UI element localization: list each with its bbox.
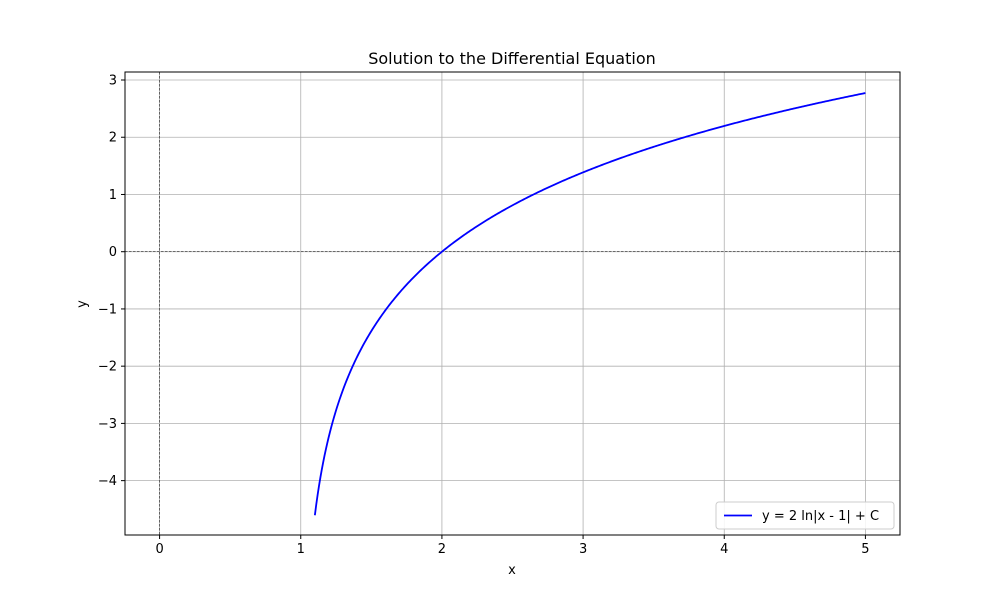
x-tick-label: 5: [861, 542, 869, 557]
x-tick-label: 1: [297, 542, 305, 557]
y-tick-label: −3: [98, 417, 117, 432]
y-tick-label: 3: [109, 74, 117, 89]
y-tick-label: 1: [109, 188, 117, 203]
y-tick-label: 0: [109, 245, 117, 260]
legend-label: y = 2 ln|x - 1| + C: [762, 509, 879, 524]
legend-box: [715, 501, 895, 530]
y-tick-label: −2: [98, 360, 117, 375]
y-axis-label: y: [75, 300, 90, 308]
y-tick-label: 2: [109, 131, 117, 146]
chart-title: Solution to the Differential Equation: [368, 49, 656, 68]
x-tick-label: 3: [579, 542, 587, 557]
x-tick-label: 4: [720, 542, 728, 557]
x-tick-label: 2: [438, 542, 446, 557]
axes-frame: [124, 71, 901, 536]
series-line: [313, 92, 866, 516]
y-tick-label: −4: [98, 474, 117, 489]
x-axis-label: x: [508, 563, 516, 578]
x-tick-label: 0: [155, 542, 163, 557]
plot-area: 0 1 2 3 4 5 −4 −3 −2 −1 0 1 2 3 y = 2 ln|x - 1| + C: [98, 71, 901, 557]
y-tick-label: −1: [98, 302, 117, 317]
